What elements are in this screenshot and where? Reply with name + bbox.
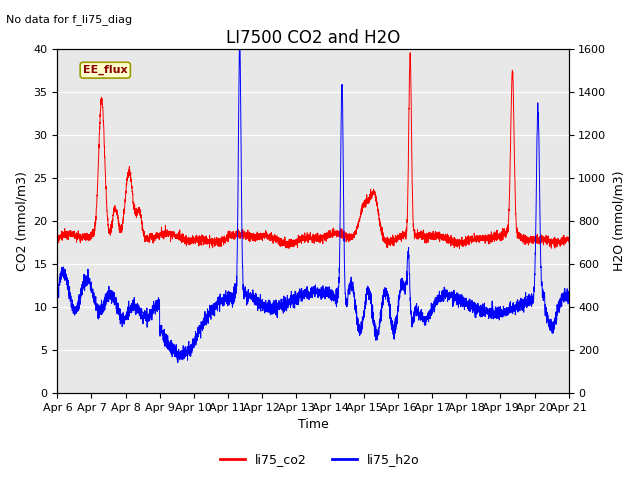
Text: No data for f_li75_diag: No data for f_li75_diag xyxy=(6,14,132,25)
X-axis label: Time: Time xyxy=(298,419,328,432)
Y-axis label: CO2 (mmol/m3): CO2 (mmol/m3) xyxy=(15,171,28,271)
Legend: li75_co2, li75_h2o: li75_co2, li75_h2o xyxy=(215,448,425,471)
Text: EE_flux: EE_flux xyxy=(83,65,127,75)
Title: LI7500 CO2 and H2O: LI7500 CO2 and H2O xyxy=(226,29,400,48)
Y-axis label: H2O (mmol/m3): H2O (mmol/m3) xyxy=(612,171,625,271)
